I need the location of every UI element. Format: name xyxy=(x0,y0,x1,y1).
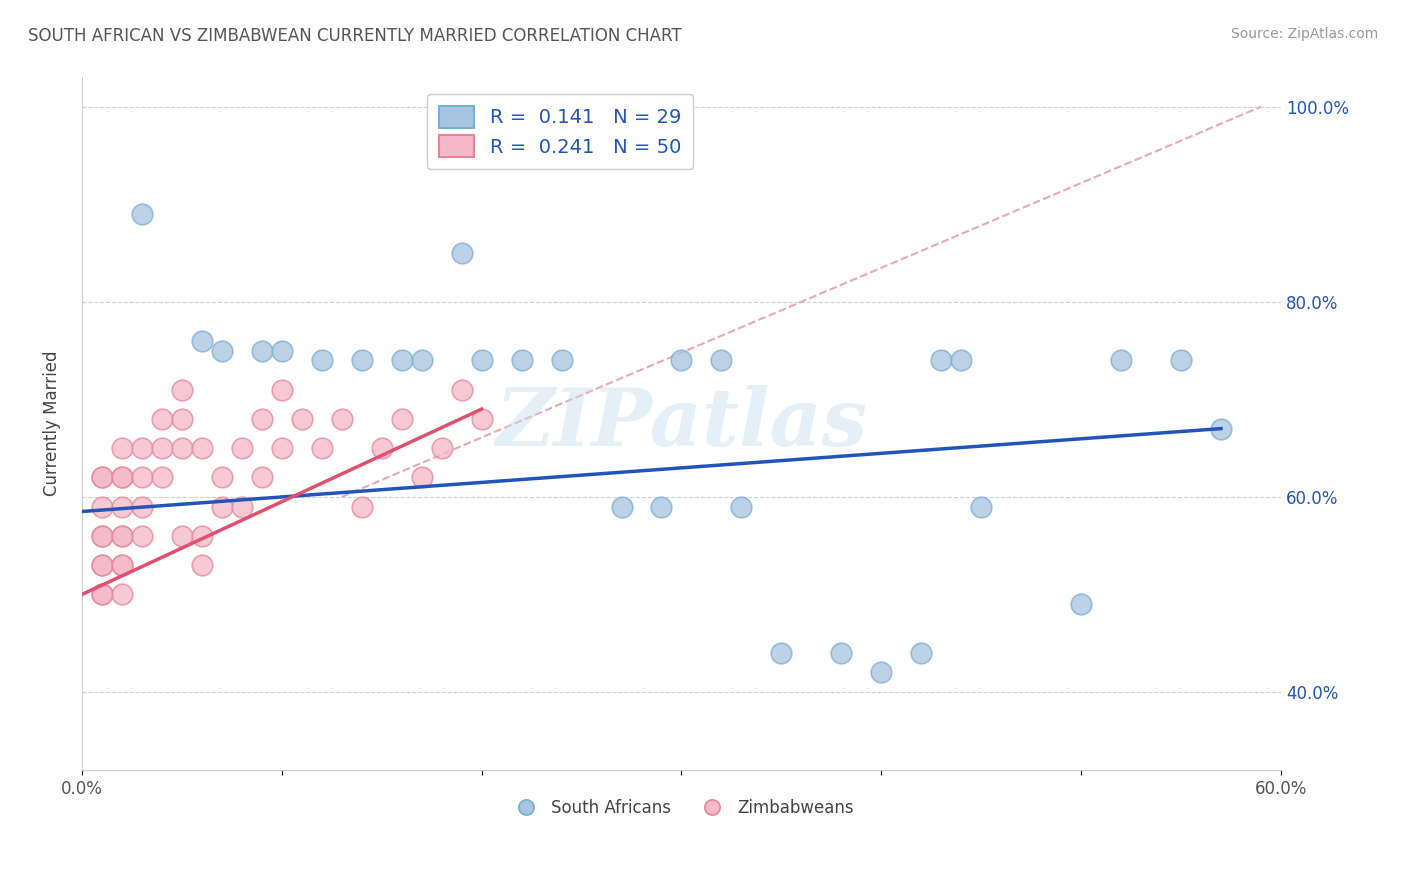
Text: Source: ZipAtlas.com: Source: ZipAtlas.com xyxy=(1230,27,1378,41)
Point xyxy=(510,353,533,368)
Point xyxy=(450,246,472,260)
Point xyxy=(111,529,134,543)
Point xyxy=(91,558,114,573)
Text: SOUTH AFRICAN VS ZIMBABWEAN CURRENTLY MARRIED CORRELATION CHART: SOUTH AFRICAN VS ZIMBABWEAN CURRENTLY MA… xyxy=(28,27,682,45)
Point xyxy=(111,470,134,484)
Point xyxy=(250,412,273,426)
Point xyxy=(231,441,253,455)
Point xyxy=(91,529,114,543)
Point xyxy=(291,412,314,426)
Point xyxy=(411,353,433,368)
Point xyxy=(231,500,253,514)
Point xyxy=(111,529,134,543)
Point xyxy=(111,500,134,514)
Point xyxy=(550,353,572,368)
Point xyxy=(111,558,134,573)
Point xyxy=(91,587,114,601)
Point xyxy=(270,343,292,358)
Point xyxy=(131,441,153,455)
Point xyxy=(450,383,472,397)
Point xyxy=(710,353,733,368)
Point xyxy=(471,412,494,426)
Point xyxy=(91,558,114,573)
Point xyxy=(650,500,672,514)
Point xyxy=(111,587,134,601)
Point xyxy=(131,500,153,514)
Point xyxy=(150,470,173,484)
Point xyxy=(131,470,153,484)
Point xyxy=(929,353,952,368)
Point xyxy=(250,343,273,358)
Point xyxy=(950,353,973,368)
Point xyxy=(1209,421,1232,435)
Point xyxy=(211,343,233,358)
Legend: South Africans, Zimbabweans: South Africans, Zimbabweans xyxy=(502,793,860,824)
Point xyxy=(870,665,893,680)
Point xyxy=(610,500,633,514)
Point xyxy=(910,646,932,660)
Point xyxy=(1070,597,1092,611)
Point xyxy=(970,500,993,514)
Point xyxy=(770,646,793,660)
Point xyxy=(111,470,134,484)
Point xyxy=(91,587,114,601)
Point xyxy=(91,470,114,484)
Point xyxy=(91,529,114,543)
Y-axis label: Currently Married: Currently Married xyxy=(44,351,60,497)
Point xyxy=(730,500,752,514)
Point xyxy=(111,441,134,455)
Point xyxy=(391,353,413,368)
Point xyxy=(270,383,292,397)
Point xyxy=(250,470,273,484)
Point xyxy=(191,558,214,573)
Point xyxy=(370,441,392,455)
Point xyxy=(191,529,214,543)
Point xyxy=(311,353,333,368)
Point xyxy=(830,646,852,660)
Point xyxy=(170,412,193,426)
Point xyxy=(671,353,693,368)
Point xyxy=(350,500,373,514)
Point xyxy=(191,441,214,455)
Text: ZIPatlas: ZIPatlas xyxy=(495,385,868,462)
Point xyxy=(391,412,413,426)
Point xyxy=(191,334,214,348)
Point xyxy=(91,470,114,484)
Point xyxy=(211,470,233,484)
Point xyxy=(111,558,134,573)
Point xyxy=(211,500,233,514)
Point xyxy=(311,441,333,455)
Point xyxy=(350,353,373,368)
Point xyxy=(330,412,353,426)
Point xyxy=(1109,353,1132,368)
Point xyxy=(170,529,193,543)
Point xyxy=(170,383,193,397)
Point xyxy=(150,412,173,426)
Point xyxy=(270,441,292,455)
Point xyxy=(91,500,114,514)
Point xyxy=(430,441,453,455)
Point xyxy=(411,470,433,484)
Point xyxy=(131,207,153,221)
Point xyxy=(1170,353,1192,368)
Point xyxy=(131,529,153,543)
Point xyxy=(471,353,494,368)
Point xyxy=(170,441,193,455)
Point xyxy=(150,441,173,455)
